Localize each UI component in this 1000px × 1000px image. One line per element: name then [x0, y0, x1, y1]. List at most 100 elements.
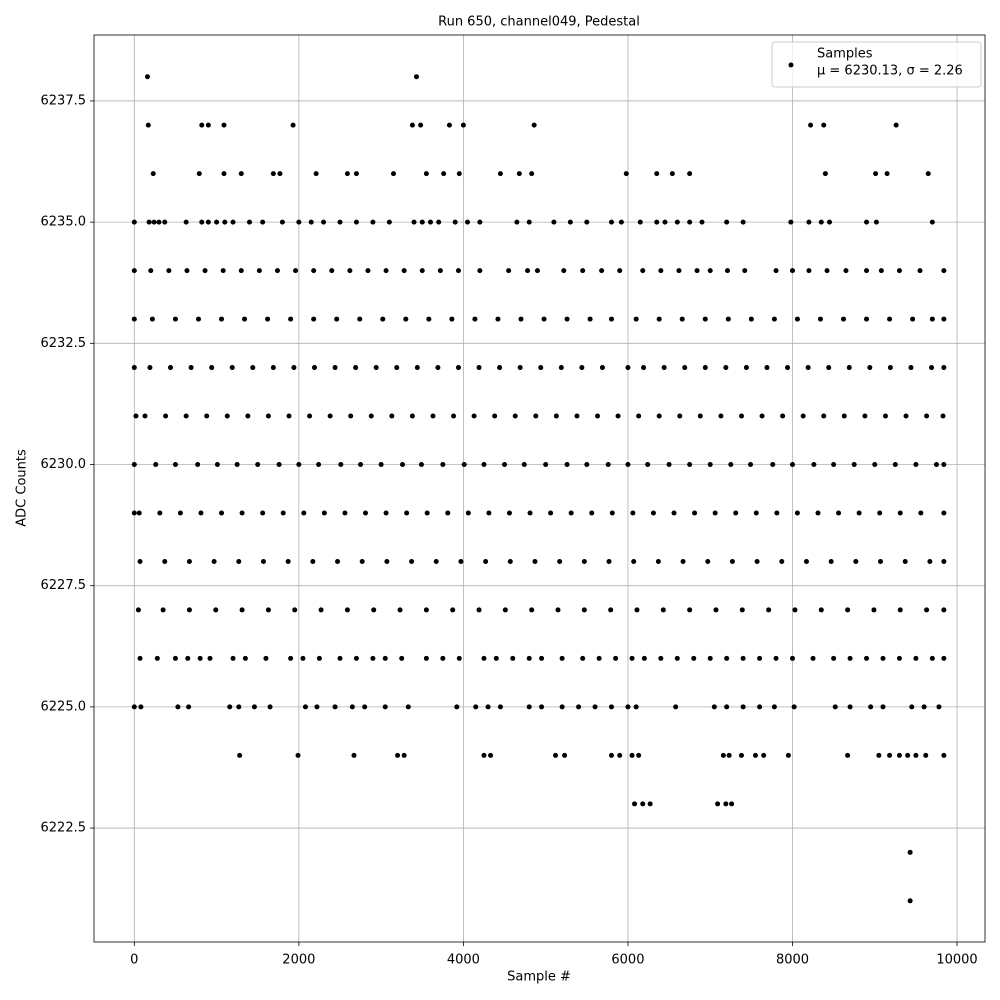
data-point: [810, 655, 816, 661]
data-point: [450, 607, 456, 613]
data-point: [435, 365, 441, 371]
data-point: [423, 607, 429, 613]
data-point: [687, 607, 693, 613]
data-point: [779, 558, 785, 564]
data-point: [629, 752, 635, 758]
data-point: [887, 316, 893, 322]
data-point: [759, 413, 765, 419]
data-point: [723, 801, 729, 807]
data-point: [595, 413, 601, 419]
data-point: [186, 607, 192, 613]
y-tick-label: 6235.0: [41, 215, 87, 230]
data-point: [526, 704, 532, 710]
data-point: [770, 462, 776, 468]
data-point: [845, 752, 851, 758]
data-point: [476, 365, 482, 371]
data-point: [707, 655, 713, 661]
data-point: [933, 462, 939, 468]
data-point: [674, 655, 680, 661]
data-point: [711, 704, 717, 710]
data-point: [353, 219, 359, 225]
data-point: [864, 316, 870, 322]
data-point: [260, 558, 266, 564]
data-point: [347, 268, 353, 274]
data-point: [195, 316, 201, 322]
data-point: [828, 558, 834, 564]
data-point: [794, 316, 800, 322]
data-point: [219, 510, 225, 516]
data-point: [473, 704, 479, 710]
data-point: [313, 171, 319, 177]
legend-annotation: μ = 6230.13, σ = 2.26: [817, 64, 963, 79]
data-point: [458, 558, 464, 564]
data-point: [740, 655, 746, 661]
data-point: [149, 316, 155, 322]
data-point: [658, 655, 664, 661]
data-point: [348, 413, 354, 419]
data-point: [221, 122, 227, 128]
data-point: [940, 413, 946, 419]
data-point: [301, 510, 307, 516]
data-point: [617, 268, 623, 274]
data-point: [419, 219, 425, 225]
data-point: [316, 655, 322, 661]
data-point: [168, 365, 174, 371]
data-point: [316, 462, 322, 468]
data-point: [878, 558, 884, 564]
data-point: [370, 655, 376, 661]
data-point: [677, 413, 683, 419]
data-point: [740, 704, 746, 710]
data-point: [773, 268, 779, 274]
data-point: [564, 316, 570, 322]
data-point: [526, 655, 532, 661]
data-point: [314, 704, 320, 710]
data-point: [656, 413, 662, 419]
data-point: [423, 171, 429, 177]
data-point: [502, 462, 508, 468]
data-point: [183, 413, 189, 419]
data-point: [882, 413, 888, 419]
x-tick-label: 8000: [776, 953, 809, 968]
data-point: [713, 607, 719, 613]
data-point: [414, 74, 420, 80]
data-point: [817, 316, 823, 322]
data-point: [925, 171, 931, 177]
data-point: [460, 122, 466, 128]
data-point: [676, 268, 682, 274]
data-point: [300, 655, 306, 661]
data-point: [902, 558, 908, 564]
data-point: [625, 704, 631, 710]
data-point: [821, 413, 827, 419]
data-point: [633, 316, 639, 322]
data-point: [821, 122, 827, 128]
y-tick-label: 6232.5: [41, 336, 87, 351]
data-point: [567, 219, 573, 225]
x-tick-label: 6000: [611, 953, 644, 968]
data-point: [456, 655, 462, 661]
data-point: [276, 462, 282, 468]
data-point: [633, 704, 639, 710]
data-point: [871, 607, 877, 613]
data-point: [172, 316, 178, 322]
data-point: [183, 219, 189, 225]
data-point: [757, 704, 763, 710]
data-point: [311, 316, 317, 322]
data-point: [172, 655, 178, 661]
y-tick-label: 6222.5: [41, 821, 87, 836]
data-point: [856, 510, 862, 516]
data-point: [455, 365, 461, 371]
data-point: [533, 413, 539, 419]
data-point: [260, 510, 266, 516]
data-point: [365, 268, 371, 274]
data-point: [723, 365, 729, 371]
data-point: [847, 655, 853, 661]
data-point: [230, 219, 236, 225]
data-point: [131, 462, 137, 468]
data-point: [131, 268, 137, 274]
data-point: [368, 413, 374, 419]
data-point: [630, 510, 636, 516]
data-point: [822, 171, 828, 177]
data-point: [910, 316, 916, 322]
data-point: [296, 462, 302, 468]
data-point: [394, 365, 400, 371]
